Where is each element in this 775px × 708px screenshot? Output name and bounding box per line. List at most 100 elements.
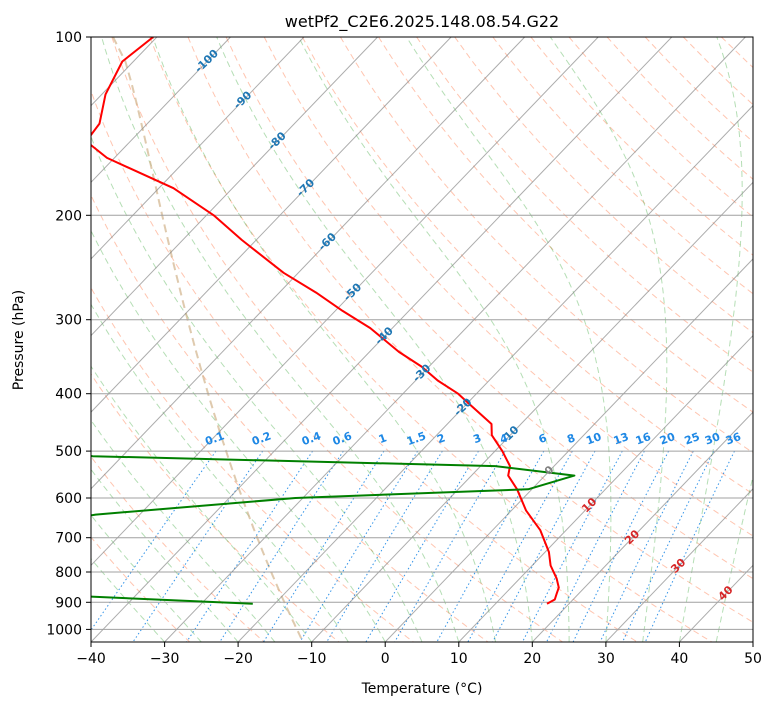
moist-adiabat-line (715, 474, 753, 642)
y-tick-label: 1000 (46, 622, 82, 638)
mixing-ratio-label: 6 (537, 431, 549, 446)
y-tick-label: 100 (55, 30, 82, 46)
x-tick-label: −20 (223, 651, 253, 667)
y-tick-label: 800 (55, 565, 82, 581)
y-tick-label: 300 (55, 313, 82, 329)
mixing-ratio-label: 0.4 (300, 429, 323, 448)
mixing-ratio-line (186, 450, 314, 642)
x-tick-label: 40 (670, 651, 688, 667)
isotherm-line (237, 104, 753, 642)
dry-adiabat-line (91, 194, 489, 642)
isotherm-line (384, 258, 753, 642)
mixing-ratio-label: 20 (658, 430, 677, 448)
moist-adiabat-line (91, 557, 165, 642)
y-tick-label: 900 (55, 595, 82, 611)
mixing-ratio-line (91, 450, 217, 632)
dry-adiabat-line (91, 89, 563, 642)
dry-adiabat-line (91, 455, 265, 642)
mixing-ratio-label: 8 (565, 431, 577, 446)
mixing-ratio-line (622, 450, 715, 642)
isotherm-line (91, 37, 599, 567)
mixing-ratio-line (467, 450, 573, 642)
reference-curve-line (112, 37, 304, 642)
x-tick-label: 0 (381, 651, 390, 667)
isotherm-line (531, 411, 753, 642)
mixing-ratio-label: 13 (612, 430, 631, 447)
dry-adiabat-line (91, 286, 414, 642)
dry-adiabat-line (760, 37, 775, 642)
isotherm-line (0, 37, 10, 642)
temperature-profile-line (91, 37, 560, 605)
y-tick-label: 200 (55, 208, 82, 224)
mixing-ratio-label: 0.6 (331, 429, 354, 448)
x-tick-label: 50 (744, 651, 762, 667)
moist-adiabat-line (152, 37, 497, 642)
mixing-ratio-label: 25 (683, 430, 702, 447)
mixing-ratio-label: 1.5 (405, 429, 428, 448)
mixing-ratio-line (599, 450, 694, 642)
mixing-ratio-label: 16 (634, 430, 653, 448)
mixing-ratio-line (522, 450, 623, 642)
isotherm-line (91, 37, 305, 260)
isotherm-line (91, 37, 231, 184)
x-axis-title: Temperature (°C) (361, 681, 483, 697)
x-tick-label: −30 (150, 651, 180, 667)
isotherm-line (91, 37, 378, 337)
dry-adiabat-line (111, 37, 638, 642)
mixing-ratio-label: 36 (724, 430, 743, 448)
isotherm-line (311, 181, 753, 642)
mixing-ratio-line (546, 450, 645, 642)
moist-adiabat-line (298, 37, 570, 642)
mixing-ratio-line (299, 450, 419, 642)
isotherm-line (164, 37, 746, 642)
mixing-ratio-label: 30 (703, 430, 722, 448)
x-tick-label: 10 (450, 651, 468, 667)
mixing-ratio-line (326, 450, 443, 642)
moist-adiabat-line (91, 303, 349, 642)
x-tick-label: 20 (523, 651, 541, 667)
x-tick-label: −40 (76, 651, 106, 667)
y-axis-title: Pressure (hPa) (11, 290, 27, 390)
moist-adiabat-line (101, 37, 460, 642)
moist-adiabat-line (678, 37, 743, 642)
x-tick-label: 30 (597, 651, 615, 667)
isotherm-line (91, 37, 673, 642)
isotherm-line (458, 334, 753, 642)
mixing-ratio-label: 4 (498, 431, 510, 446)
dry-adiabat-line (378, 37, 753, 413)
isotherm-line (752, 641, 753, 642)
background-lines (0, 37, 775, 642)
plot-frame (90, 36, 754, 643)
moist-adiabat-line (216, 37, 533, 642)
series-lines (91, 37, 576, 605)
isotherm-line (91, 37, 526, 490)
mixing-ratio-label: 2 (435, 431, 447, 446)
mixing-ratio-label: 0.2 (250, 429, 273, 448)
moist-adiabat-line (91, 135, 423, 642)
moist-adiabat-line (549, 37, 668, 642)
dry-adiabat-line (301, 37, 753, 495)
y-tick-label: 400 (55, 387, 82, 403)
mixing-ratio-label: 10 (584, 430, 603, 448)
y-tick-label: 700 (55, 531, 82, 547)
moist-adiabat-line (406, 37, 612, 642)
y-axis: 100 200 300 400 500 600 700 800 900 1000 (46, 30, 91, 638)
isotherm-line (91, 37, 452, 413)
mixing-ratio-label: 0.1 (203, 429, 226, 448)
dry-adiabat-line (339, 37, 753, 454)
moist-adiabat-line (91, 468, 239, 642)
moist-adiabat-line (91, 419, 276, 642)
y-tick-label: 500 (55, 444, 82, 460)
moist-adiabat-line (91, 514, 202, 642)
mixing-ratio-line (572, 450, 670, 642)
x-tick-label: −10 (297, 651, 327, 667)
y-tick-label: 600 (55, 491, 82, 507)
moist-adiabat-line (91, 229, 386, 642)
mixing-ratio-label: 3 (471, 431, 483, 446)
isotherm-line (605, 488, 753, 642)
dry-adiabat-line (187, 37, 753, 623)
dry-adiabat-line (225, 37, 753, 580)
chart-title: wetPf2_C2E6.2025.148.08.54.G22 (285, 12, 559, 32)
x-axis: −40 −30 −20 −10 0 10 20 30 40 50 (76, 642, 762, 667)
